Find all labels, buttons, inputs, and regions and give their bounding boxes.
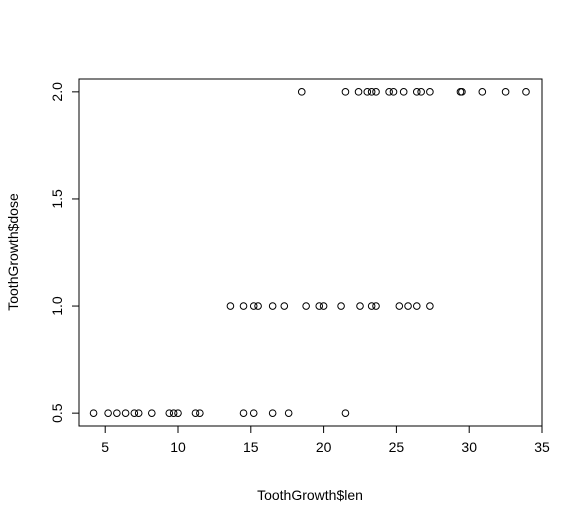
data-point	[458, 88, 466, 96]
data-point	[363, 88, 372, 96]
data-point	[341, 88, 350, 96]
data-point	[196, 409, 204, 417]
data-point	[417, 88, 425, 96]
data-points	[89, 88, 530, 417]
data-point	[254, 302, 262, 310]
x-tick-label: 15	[243, 439, 259, 455]
data-point	[319, 302, 328, 310]
data-point	[169, 409, 178, 417]
y-tick-label: 1.5	[49, 189, 65, 209]
data-point	[341, 409, 350, 417]
plot-frame	[78, 78, 543, 427]
data-point	[412, 88, 421, 96]
data-point	[268, 409, 277, 417]
x-tick-label: 5	[101, 439, 109, 455]
data-point	[121, 409, 130, 417]
x-axis: 5 10 15 20 25 30 35	[101, 426, 550, 455]
data-point	[315, 302, 324, 310]
y-axis-title: ToothGrowth$dose	[5, 193, 21, 311]
data-point	[147, 409, 156, 417]
data-point	[399, 88, 408, 96]
data-point	[426, 88, 434, 96]
x-axis-title: ToothGrowth$len	[257, 487, 363, 503]
data-point	[367, 302, 376, 310]
x-tick-label: 25	[389, 439, 405, 455]
data-point	[268, 302, 277, 310]
data-point	[249, 302, 258, 310]
data-point	[404, 302, 412, 310]
data-point	[337, 302, 345, 310]
data-point	[501, 88, 510, 96]
y-tick-label: 1.0	[49, 296, 65, 316]
data-point	[356, 302, 364, 310]
data-point	[389, 88, 398, 96]
data-point	[367, 88, 376, 96]
data-point	[522, 88, 530, 96]
data-point	[354, 88, 363, 96]
x-tick-label: 30	[461, 439, 477, 455]
data-point	[372, 302, 380, 310]
data-point	[191, 409, 200, 417]
data-point	[385, 88, 393, 96]
data-point	[134, 409, 143, 417]
data-point	[249, 409, 258, 417]
data-point	[478, 88, 487, 96]
data-point	[239, 302, 248, 310]
x-tick-label: 10	[170, 439, 186, 455]
data-point	[165, 409, 174, 417]
data-point	[174, 409, 182, 417]
x-tick-label: 20	[316, 439, 332, 455]
x-tick-label: 35	[534, 439, 550, 455]
y-tick-label: 0.5	[49, 403, 65, 423]
y-axis: 0.5 1.0 1.5 2.0	[49, 82, 79, 423]
y-tick-label: 2.0	[49, 82, 65, 102]
data-point	[297, 88, 306, 96]
data-point	[302, 302, 310, 310]
data-point	[104, 409, 112, 417]
data-point	[89, 409, 98, 417]
data-point	[130, 409, 139, 417]
data-point	[239, 409, 248, 417]
data-point	[372, 88, 380, 96]
data-point	[113, 409, 121, 417]
data-point	[412, 302, 421, 310]
data-point	[284, 409, 293, 417]
data-point	[226, 302, 235, 310]
data-point	[426, 302, 434, 310]
data-point	[280, 302, 289, 310]
data-point	[395, 302, 404, 310]
